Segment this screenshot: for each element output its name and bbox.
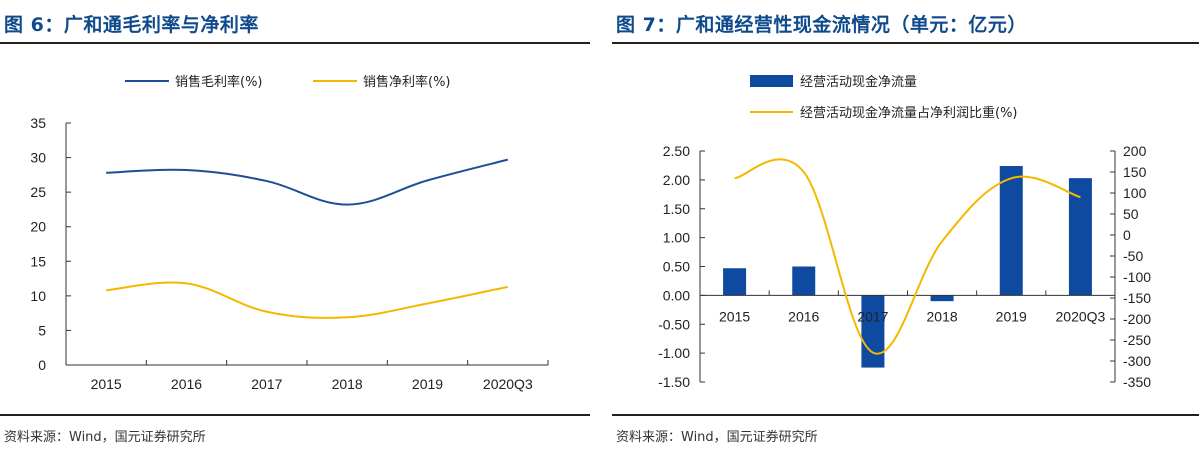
y-tick-label-right: -200 [1123,311,1151,327]
chart-title: 图 6：广和通毛利率与净利率 [4,14,259,36]
y-tick-label-left: -1.00 [658,345,690,361]
legend-label: 经营活动现金净流量 [800,74,917,90]
source-divider [0,414,590,416]
y-tick-label-right: -50 [1123,248,1143,264]
source-divider [612,414,1199,416]
legend-label: 经营活动现金净流量占净利润比重(%) [800,105,1018,121]
legend-label: 销售净利率(%) [363,74,451,90]
bar [1068,178,1092,296]
x-tick-label: 2018 [332,376,363,392]
y-tick-label: 35 [30,115,46,131]
x-tick-label: 2018 [927,308,958,324]
series-lines [106,158,509,319]
y-tick-label-right: -350 [1123,374,1151,390]
series-line [106,158,509,206]
x-tick-label: 2019 [412,376,443,392]
bar [723,268,747,296]
y-tick-label-left: -0.50 [658,316,690,332]
x-tick-label: 2020Q3 [1056,308,1106,324]
y-tick-label-right: -300 [1123,353,1151,369]
y-tick-label-left: 2.50 [663,143,690,159]
bar [861,295,885,368]
legend-label: 销售毛利率(%) [175,74,263,90]
x-tick-label: 2017 [857,308,888,324]
x-tick-label: 2017 [251,376,282,392]
legend: 销售毛利率(%) 销售净利率(%) [125,74,451,90]
bar [999,166,1023,296]
y-tick-label-right: -150 [1123,290,1151,306]
axes: 0 5 10 15 20 25 30 35 2015 2016 2017 2018 2019 2020Q3 [30,115,549,392]
series-bars [723,166,1092,368]
bar [930,295,954,302]
y-tick-label: 30 [30,150,46,166]
title-divider [0,42,590,44]
y-tick-label-left: 0.00 [663,287,690,303]
x-tick-label: 2020Q3 [483,376,533,392]
series-line [734,158,1081,355]
y-tick-label-left: 1.50 [663,201,690,217]
x-tick-label: 2015 [91,376,122,392]
title-divider [612,42,1199,44]
y-tick-label-right: 0 [1123,227,1131,243]
margin-chart: 销售毛利率(%) 销售净利率(%) 0 5 10 15 20 25 30 35 2015 2016 2… [30,74,549,392]
y-tick-label-left: 2.00 [663,172,690,188]
y-tick-label-right: 100 [1123,185,1147,201]
y-tick-label-left: 0.50 [663,259,690,275]
y-tick-label-right: 200 [1123,143,1147,159]
y-tick-label: 20 [30,219,46,235]
chart-title: 图 7：广和通经营性现金流情况（单元：亿元） [616,14,1027,36]
x-tick-label: 2019 [996,308,1027,324]
y-tick-label-right: 50 [1123,206,1139,222]
y-tick-label-right: -100 [1123,269,1151,285]
x-tick-label: 2015 [719,308,750,324]
y-tick-label: 0 [38,357,46,373]
y-tick-label: 25 [30,184,46,200]
series-line [106,281,509,319]
y-tick-label-left: -1.50 [658,374,690,390]
source-note: 资料来源：Wind，国元证券研究所 [616,430,818,445]
legend-swatch-bar [750,75,793,87]
y-tick-label-right: -250 [1123,332,1151,348]
source-note: 资料来源：Wind，国元证券研究所 [4,430,206,445]
y-tick-label: 5 [38,322,46,338]
y-tick-label: 15 [30,253,46,269]
chart-panel-margins: 图 6：广和通毛利率与净利率 销售毛利率(%) 销售净利率(%) 0 5 10 15 20… [0,0,590,451]
chart-panel-cashflow: 图 7：广和通经营性现金流情况（单元：亿元） 经营活动现金净流量 经营活动现金净流… [612,0,1199,451]
y-tick-label-right: 150 [1123,164,1147,180]
series-lines [734,158,1081,355]
x-tick-label: 2016 [171,376,202,392]
y-tick-label: 10 [30,288,46,304]
x-tick-label: 2016 [788,308,819,324]
axes: -1.50 -1.00 -0.50 0.00 0.50 1.00 1.50 2.00 2.50 -… [658,143,1151,390]
bar [792,266,816,296]
y-tick-label-left: 1.00 [663,230,690,246]
